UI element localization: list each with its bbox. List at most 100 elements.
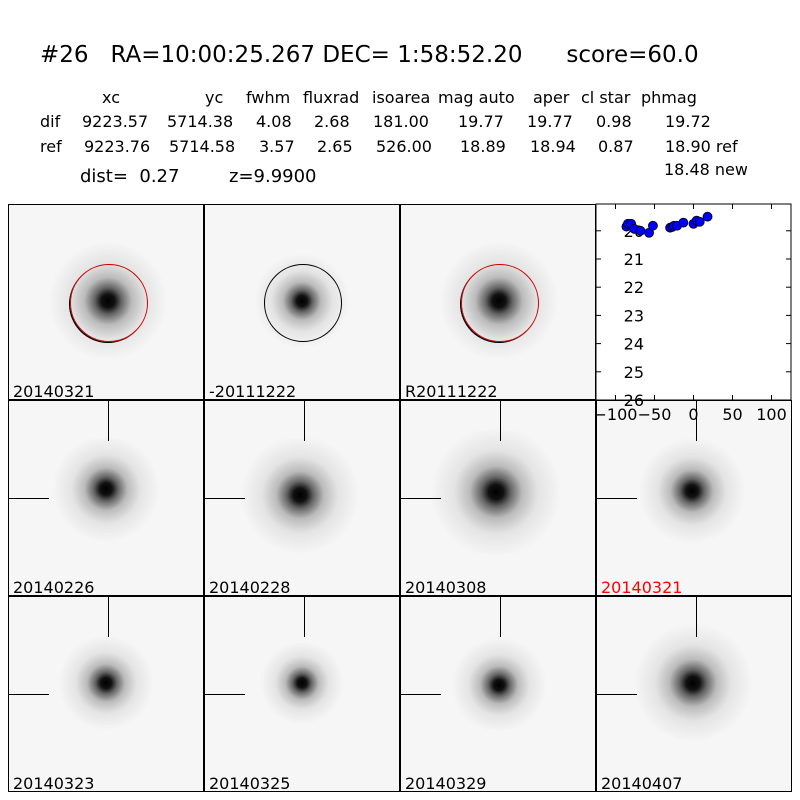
x-tick-label: 0 (688, 405, 698, 424)
image-stamp: 20140228 (204, 400, 400, 596)
row-label: ref (40, 137, 62, 156)
stamp-date-label: 20140325 (209, 774, 291, 792)
crosshair-vertical (108, 597, 109, 637)
phmag-new: 18.48 new (664, 160, 748, 179)
image-stamp: R20111222 (400, 204, 596, 400)
image-stamp: 20140321 (8, 204, 204, 400)
table-cell: 18.94 (530, 137, 576, 156)
crosshair-horizontal (205, 694, 245, 695)
table-cell: 4.08 (256, 112, 292, 131)
aperture-circle (264, 264, 342, 342)
aperture-circle (70, 264, 148, 342)
stamp-date-label: R20111222 (405, 382, 498, 400)
image-stamp: 20140226 (8, 400, 204, 596)
table-cell: 526.00 (376, 137, 432, 156)
table-cell: 0.87 (598, 137, 634, 156)
table-cell: 18.90 ref (665, 137, 738, 156)
image-stamp: 20140321 (596, 400, 792, 596)
source-blob (633, 623, 753, 743)
stamp-date-label: 20140226 (13, 578, 95, 596)
column-header: phmag (641, 88, 697, 107)
crosshair-vertical (500, 597, 501, 637)
stamp-date-label: 20140228 (209, 578, 291, 596)
crosshair-vertical (304, 401, 305, 441)
data-point (635, 225, 646, 236)
table-cell: 3.57 (259, 137, 295, 156)
crosshair-vertical (696, 401, 697, 441)
stamp-date-label: 20140308 (405, 578, 487, 596)
source-blob (430, 426, 562, 558)
crosshair-vertical (108, 401, 109, 441)
table-cell: 2.68 (314, 112, 350, 131)
column-header: fluxrad (303, 88, 360, 107)
page-title: #26 RA=10:00:25.267 DEC= 1:58:52.20 scor… (40, 42, 699, 68)
source-blob (638, 437, 746, 545)
table-cell: 9223.57 (82, 112, 149, 131)
aperture-circle (461, 264, 539, 342)
y-tick-label: 23 (624, 306, 644, 325)
column-header: mag auto (438, 88, 515, 107)
table-cell: 19.77 (458, 112, 504, 131)
table-cell: 19.72 (665, 112, 711, 131)
table-cell: 2.65 (317, 137, 353, 156)
y-tick-label: 26 (624, 391, 644, 410)
row-label: dif (40, 112, 61, 131)
image-stamp: 20140329 (400, 596, 596, 792)
column-header: xc (102, 88, 120, 107)
crosshair-horizontal (401, 498, 441, 499)
y-tick-label: 24 (624, 335, 644, 354)
table-cell: 181.00 (373, 112, 429, 131)
data-point (678, 217, 689, 228)
column-header: isoarea (372, 88, 431, 107)
source-blob (240, 435, 360, 555)
stamp-date-label: 20140321 (13, 382, 95, 400)
stamp-date-label: 20140321 (601, 578, 683, 596)
x-tick-label: −100 (594, 405, 638, 424)
plot-frame (595, 203, 792, 401)
data-point (648, 220, 658, 231)
source-blob (58, 635, 154, 731)
stamp-date-label: 20140407 (601, 774, 683, 792)
y-tick-label: 25 (624, 363, 644, 382)
table-cell: 9223.76 (84, 137, 151, 156)
dist-value: dist= 0.27 (80, 166, 180, 187)
image-stamp: -20111222 (204, 204, 400, 400)
table-cell: 5714.58 (169, 137, 236, 156)
crosshair-vertical (696, 597, 697, 637)
stamp-date-label: 20140323 (13, 774, 95, 792)
crosshair-horizontal (9, 694, 49, 695)
data-point (694, 216, 705, 227)
source-blob (260, 641, 344, 725)
image-stamp: 20140325 (204, 596, 400, 792)
table-cell: 5714.38 (167, 112, 234, 131)
x-tick-label: 50 (722, 405, 742, 424)
data-point (702, 211, 713, 222)
crosshair-vertical (304, 597, 305, 637)
source-blob (52, 435, 160, 543)
image-stamp: 20140308 (400, 400, 596, 596)
crosshair-horizontal (597, 694, 637, 695)
table-cell: 0.98 (596, 112, 632, 131)
column-header: fwhm (246, 88, 291, 107)
y-tick-label: 21 (624, 250, 644, 269)
source-blob (451, 637, 547, 733)
table-cell: 19.77 (527, 112, 573, 131)
column-header: aper (533, 88, 570, 107)
stamp-date-label: 20140329 (405, 774, 487, 792)
x-tick-label: −50 (638, 405, 672, 424)
image-stamp: 20140323 (8, 596, 204, 792)
image-stamp: 20140407 (596, 596, 792, 792)
x-tick-label: 100 (756, 405, 787, 424)
column-header: yc (205, 88, 224, 107)
crosshair-horizontal (597, 498, 637, 499)
z-value: z=9.9900 (229, 166, 317, 187)
stamp-date-label: -20111222 (209, 382, 297, 400)
crosshair-horizontal (401, 694, 441, 695)
crosshair-vertical (500, 401, 501, 441)
crosshair-horizontal (205, 498, 245, 499)
crosshair-horizontal (9, 498, 49, 499)
table-cell: 18.89 (460, 137, 506, 156)
column-header: cl star (581, 88, 631, 107)
y-tick-label: 22 (624, 278, 644, 297)
